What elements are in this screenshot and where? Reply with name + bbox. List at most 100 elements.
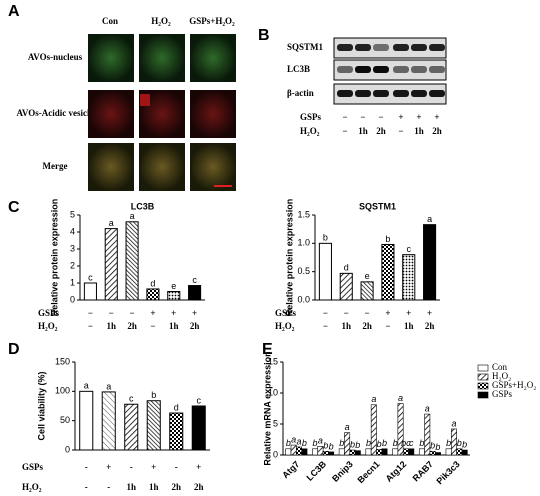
protein-label: SQSTM1 [287,42,324,52]
x-tick-label: Atg12 [384,459,409,484]
bar [445,448,452,456]
y-tick-label: 2 [70,260,75,270]
row-value: + [196,462,201,472]
significance-letter: b [385,234,390,244]
row-value: - [175,462,178,472]
band [355,66,371,73]
row-value: + [192,308,197,318]
band [429,90,445,97]
legend-label: Con [492,362,508,372]
bar [285,448,292,456]
bar [418,448,425,456]
bar [381,448,388,456]
band [337,90,353,97]
band [429,44,445,51]
y-tick-label: 1.0 [297,238,310,248]
row-value: − [342,126,347,136]
significance-letter: a [345,422,350,432]
bar [167,291,181,301]
row-value: + [434,112,439,122]
bar [328,451,335,456]
row-value: + [427,308,432,318]
y-tick-label: 0.0 [297,294,310,304]
row-name: GSPs [300,112,322,122]
protein-label: β-actin [287,88,314,98]
row-value: − [344,308,349,318]
row-value: - [85,462,88,472]
y-tick-label: 5 [70,209,75,219]
row-value: - [130,462,133,472]
bar [423,224,437,301]
significance-letter: b [286,438,291,448]
band [373,90,389,97]
bar [354,450,361,456]
row-value: 1h [106,321,116,331]
bar [450,428,457,456]
x-tick-label: Bnip3 [330,459,355,484]
bar [376,449,383,456]
significance-letter: a [291,434,296,444]
micrograph [88,143,134,191]
y-tick-label: 0 [70,294,75,304]
x-tick-label: Becn1 [355,459,381,485]
significance-letter: a [109,218,114,228]
y-tick-label: 4 [70,226,75,236]
bar [125,221,139,301]
panel-label: C [8,199,20,216]
row-value: − [360,112,365,122]
legend-swatch [477,373,489,381]
significance-letter: a [130,211,135,221]
bar [290,444,297,456]
significance-letter: a [297,436,302,446]
y-tick-label: 150 [55,356,70,366]
bar [124,403,139,451]
row-value: + [151,462,156,472]
row-value: + [106,462,111,472]
row-value: 1h [358,126,368,136]
y-tick-label: 5 [273,418,278,428]
row-value: 2h [190,321,200,331]
significance-letter: b [382,438,387,448]
row-value: + [171,308,176,318]
significance-letter: bc [401,438,411,448]
legend-swatch [477,364,489,372]
bar [301,448,308,456]
band [393,44,409,51]
column-label: GSPs+H₂O₂ [189,16,235,26]
band [337,66,353,73]
significance-letter: b [151,390,156,400]
micrograph [190,143,236,191]
row-name: H₂O₂ [22,482,42,492]
significance-letter: b [419,438,424,448]
row-value: − [365,308,370,318]
row-value: - [85,482,88,492]
y-tick-label: 1.5 [297,209,310,219]
bar [79,390,94,451]
row-value: − [88,308,93,318]
significance-letter: c [409,438,414,448]
bar [408,448,415,456]
y-tick-label: 10 [268,387,278,397]
y-axis-label: Relative mRNA expression [262,351,272,465]
significance-letter: b [323,233,328,243]
row-value: − [398,126,403,136]
micrograph-highlight [140,94,150,106]
significance-letter: b [323,441,328,451]
significance-letter: c [192,275,197,285]
row-value: 1h [341,321,351,331]
row-value: + [406,308,411,318]
row-value: + [416,112,421,122]
column-label: Con [102,16,118,26]
band [355,90,371,97]
x-tick-label: Pik3c3 [434,459,461,486]
y-tick-label: 3 [70,243,75,253]
band [393,90,409,97]
significance-letter: d [344,263,349,273]
row-value: − [323,321,328,331]
bar [392,448,399,456]
significance-letter: b [393,438,398,448]
band [337,44,353,51]
row-label: AVOs-Acidic vesicle [17,108,94,118]
bar [188,285,202,301]
